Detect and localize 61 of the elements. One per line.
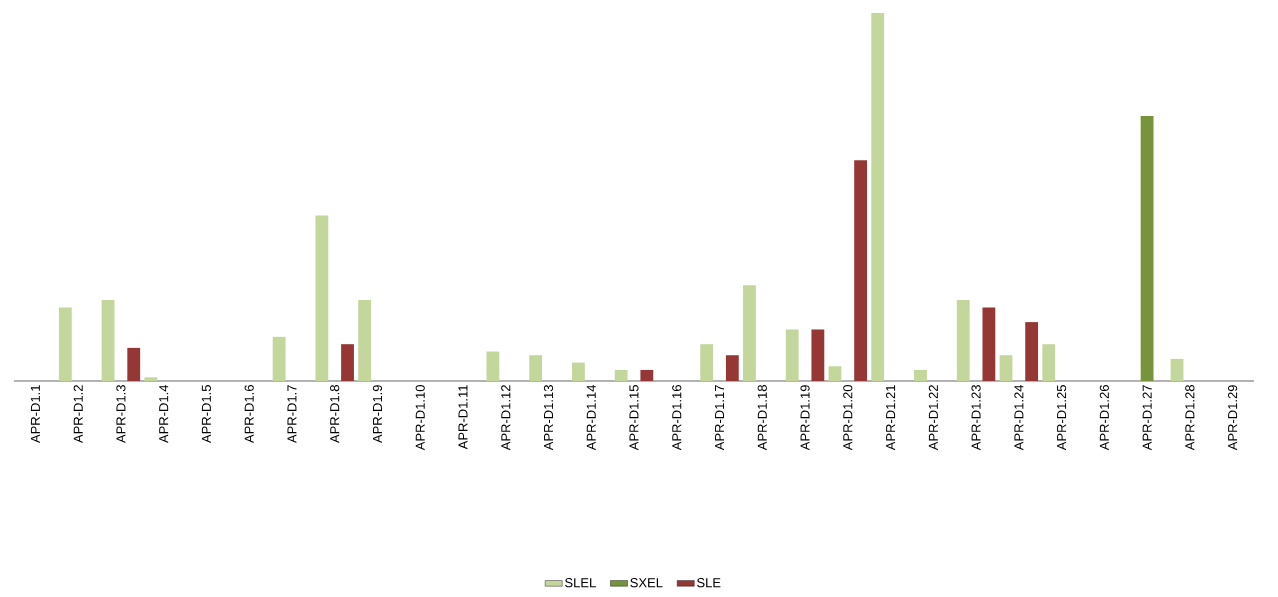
x-tick-label: APR-D1.24 <box>1014 384 1024 451</box>
bar <box>315 215 329 381</box>
x-tick-label: APR-D1.29 <box>1228 385 1238 451</box>
x-tick-label: APR-D1.19 <box>800 385 810 451</box>
x-tick-label: APR-D1.27 <box>1142 385 1152 451</box>
x-tick-label: APR-D1.12 <box>501 385 511 451</box>
bar <box>101 300 115 381</box>
bar <box>785 329 799 381</box>
x-tick-label: APR-D1.8 <box>330 385 340 444</box>
bar <box>828 366 842 381</box>
legend-label: SLE <box>697 578 721 588</box>
bar <box>956 300 970 381</box>
bar <box>811 329 825 381</box>
x-tick-label: APR-D1.3 <box>116 385 126 444</box>
bar <box>358 300 372 381</box>
bar <box>982 307 996 381</box>
bar <box>1025 322 1039 381</box>
bar <box>700 344 714 381</box>
bar <box>572 362 585 381</box>
bar <box>486 351 500 381</box>
x-tick-label: APR-D1.18 <box>757 385 767 451</box>
bar <box>144 377 158 381</box>
bar <box>725 355 739 381</box>
bar <box>640 369 654 381</box>
bar <box>341 344 354 381</box>
x-tick-label: APR-D1.6 <box>244 385 254 444</box>
bar <box>999 355 1013 381</box>
x-tick-label: APR-D1.10 <box>415 385 425 451</box>
x-tick-label: APR-D1.4 <box>159 384 169 444</box>
x-tick-label: APR-D1.16 <box>672 385 682 451</box>
x-tick-label: APR-D1.28 <box>1185 385 1195 451</box>
bar <box>1140 116 1154 381</box>
bar <box>914 369 927 381</box>
bar <box>529 355 543 381</box>
x-tick-label: APR-D1.9 <box>372 385 383 444</box>
bar <box>127 347 141 381</box>
x-tick-label: APR-D1.7 <box>287 385 297 444</box>
x-tick-label: APR-D1.13 <box>543 385 554 451</box>
bar <box>58 307 72 381</box>
x-tick-label: APR-D1.20 <box>843 385 853 451</box>
bar <box>871 12 885 381</box>
bar <box>743 285 756 381</box>
legend-label: SLEL <box>565 578 596 588</box>
x-tick-label: APR-D1.2 <box>73 385 83 444</box>
x-tick-label: APR-D1.23 <box>971 385 981 451</box>
x-tick-label: APR-D1.25 <box>1056 385 1067 451</box>
x-tick-label: APR-D1.14 <box>586 384 596 451</box>
legend-label: SXEL <box>630 578 663 588</box>
x-tick-label: APR-D1.5 <box>201 385 211 444</box>
x-tick-label: APR-D1.15 <box>629 385 639 451</box>
bar <box>1170 358 1184 381</box>
bar <box>614 369 628 381</box>
x-tick-label: APR-D1.1 <box>30 385 40 444</box>
x-tick-label: APR-D1.21 <box>886 385 896 451</box>
x-tick-label: APR-D1.22 <box>928 385 938 451</box>
bar <box>1042 344 1056 381</box>
bar <box>854 160 868 381</box>
bar <box>272 336 286 381</box>
x-tick-label: APR-D1.11 <box>458 385 468 450</box>
x-tick-label: APR-D1.26 <box>1099 385 1109 451</box>
x-tick-label: APR-D1.17 <box>715 385 724 451</box>
